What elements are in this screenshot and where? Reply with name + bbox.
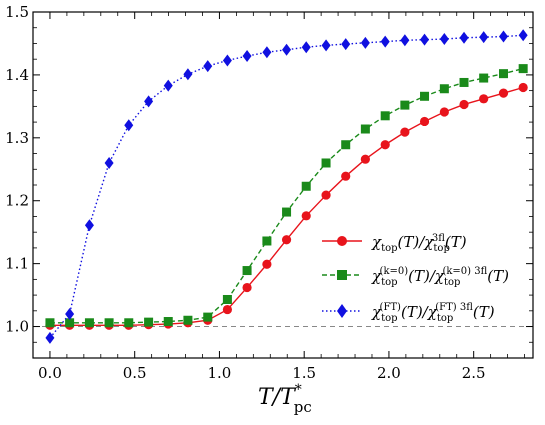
legend-entry-top-ft: χtop(FT)(T)/χtop(FT) 3fl(T) [322, 302, 495, 324]
plot-area [32, 11, 534, 359]
data-point [518, 29, 528, 42]
data-point [301, 211, 311, 221]
data-point [518, 82, 528, 93]
y-tick-label: 1.3 [5, 129, 29, 147]
data-point [420, 33, 430, 46]
y-tick-label: 1.2 [5, 192, 29, 210]
data-point [360, 36, 370, 49]
data-point [163, 317, 173, 327]
data-point [281, 235, 292, 245]
y-tick-labels: 1.0 1.1 1.2 1.3 1.4 1.5 [5, 3, 29, 336]
data-point [419, 116, 430, 127]
data-point [222, 294, 232, 304]
y-tick-label: 1.4 [5, 66, 29, 84]
data-point [420, 91, 430, 101]
data-point [242, 50, 252, 63]
x-tick-labels: 0.0 0.5 1.0 1.5 2.0 2.5 [38, 364, 486, 382]
data-point [400, 127, 410, 137]
data-point [400, 34, 410, 47]
data-point [242, 282, 252, 293]
data-point [84, 219, 94, 232]
data-point [498, 88, 509, 98]
data-point [301, 181, 311, 191]
data-point [104, 156, 114, 169]
data-point [45, 331, 55, 344]
data-point [163, 79, 173, 92]
data-point [65, 318, 75, 328]
x-tick-label: 0.0 [38, 364, 62, 382]
data-point [84, 318, 94, 328]
data-point [222, 304, 233, 315]
series-top-ft [45, 29, 528, 344]
data-point [203, 312, 213, 322]
data-point [321, 158, 331, 168]
data-point [459, 77, 469, 87]
x-tick-label: 1.5 [292, 364, 316, 382]
x-tick-label: 0.5 [123, 364, 147, 382]
data-point [360, 154, 370, 164]
data-point [380, 140, 390, 150]
data-point [203, 60, 213, 73]
data-point [222, 54, 232, 67]
axis-ticks [33, 11, 533, 359]
data-point [282, 207, 292, 217]
data-point [479, 94, 489, 104]
data-point [45, 318, 55, 328]
data-point [459, 99, 469, 110]
data-point [144, 95, 154, 108]
data-point [439, 33, 449, 46]
legend-label: χtop(FT)(T)/χtop(FT) 3fl(T) [371, 302, 495, 324]
data-point [439, 107, 449, 117]
data-point [144, 317, 154, 327]
data-point [499, 69, 509, 79]
data-point [104, 318, 114, 328]
data-point [479, 73, 489, 83]
data-point [341, 171, 351, 181]
data-point [183, 315, 193, 325]
data-point [439, 84, 449, 94]
data-point [341, 140, 351, 150]
x-tick-label: 2.0 [377, 364, 401, 382]
data-point [499, 30, 509, 43]
data-point [518, 64, 528, 74]
y-tick-label: 1.5 [5, 3, 29, 21]
data-point [124, 318, 134, 328]
data-point [65, 307, 75, 320]
data-point [124, 119, 134, 132]
x-tick-label: 2.5 [462, 364, 486, 382]
data-point [282, 43, 292, 56]
legend-label: χtop(k=0)(T)/χtop(k=0) 3fl(T) [371, 266, 509, 288]
x-axis-label: T/T* pc [258, 382, 312, 416]
data-point [242, 266, 252, 276]
data-point [262, 46, 272, 59]
data-point [360, 124, 370, 134]
legend: χtop(T)/χtop3fl(T) χtop(k=0)(T)/χtop(k=0… [322, 233, 509, 324]
data-point [321, 39, 331, 52]
data-point [262, 236, 272, 246]
y-tick-label: 1.1 [5, 255, 29, 273]
x-tick-label: 1.0 [208, 364, 232, 382]
y-tick-label: 1.0 [5, 318, 29, 336]
data-point [400, 100, 410, 110]
data-point [380, 111, 390, 121]
data-point [301, 41, 311, 54]
series-top-k0 [45, 64, 528, 328]
data-point [262, 259, 272, 269]
data-point [459, 31, 469, 44]
data-point [380, 35, 390, 48]
data-point [183, 68, 193, 81]
data-point [321, 190, 331, 200]
data-point [479, 31, 489, 44]
data-point [341, 38, 351, 51]
series-layer [45, 29, 528, 344]
